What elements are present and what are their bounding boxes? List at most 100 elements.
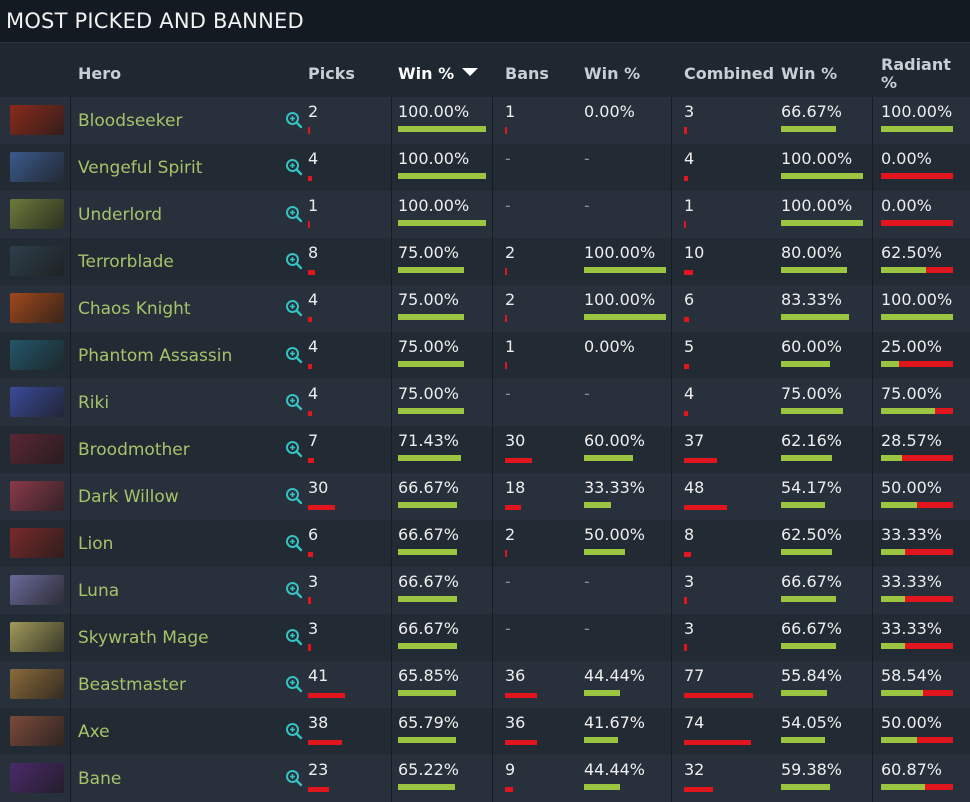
win-bar — [398, 455, 461, 461]
radiant-rate-value: 50.00% — [881, 478, 943, 497]
hero-name-link[interactable]: Phantom Assassin — [78, 346, 233, 366]
hero-portrait[interactable] — [10, 105, 64, 135]
col-combined[interactable]: Combined — [684, 64, 775, 83]
radiant-bar-bg — [881, 643, 953, 649]
table-row: Broodmother 7 71.43% 30 60.00% 37 62.16% 28.57% — [0, 426, 970, 473]
hero-name-link[interactable]: Bloodseeker — [78, 111, 183, 131]
picks-value: 30 — [308, 478, 329, 497]
table-row: Axe 38 65.79% 36 41.67% 74 54.05% 50.00% — [0, 708, 970, 755]
zoom-in-icon[interactable] — [285, 487, 303, 505]
zoom-in-icon[interactable] — [285, 205, 303, 223]
hero-portrait[interactable] — [10, 246, 64, 276]
column-divider — [492, 567, 493, 614]
hero-name-link[interactable]: Terrorblade — [78, 252, 174, 272]
zoom-in-icon[interactable] — [285, 299, 303, 317]
picks-value: 41 — [308, 666, 329, 685]
table-row: Underlord 1 100.00% - - 1 100.00% 0.00% — [0, 191, 970, 238]
col-radiant[interactable]: Radiant% — [881, 56, 951, 92]
hero-name-link[interactable]: Riki — [78, 393, 110, 413]
zoom-in-icon[interactable] — [285, 675, 303, 693]
radiant-rate-value: 100.00% — [881, 290, 953, 309]
zoom-in-icon[interactable] — [285, 581, 303, 599]
hero-name-link[interactable]: Skywrath Mage — [78, 628, 209, 648]
hero-name-link[interactable]: Chaos Knight — [78, 299, 191, 319]
hero-portrait[interactable] — [10, 763, 64, 793]
column-divider — [492, 379, 493, 426]
zoom-in-icon[interactable] — [285, 252, 303, 270]
win-bar — [398, 173, 486, 179]
col-hero[interactable]: Hero — [78, 64, 122, 83]
combined-value: 4 — [684, 149, 695, 168]
zoom-in-icon[interactable] — [285, 440, 303, 458]
column-divider — [492, 520, 493, 567]
column-divider — [671, 567, 672, 614]
hero-name-link[interactable]: Underlord — [78, 205, 163, 225]
column-divider — [391, 520, 392, 567]
hero-portrait[interactable] — [10, 669, 64, 699]
col-bans[interactable]: Bans — [505, 64, 549, 83]
col-win-label: Win % — [398, 64, 455, 83]
col-radiant-line1: Radiant — [881, 55, 951, 74]
count-bar — [684, 127, 687, 134]
hero-name-link[interactable]: Dark Willow — [78, 487, 179, 507]
hero-name-link[interactable]: Lion — [78, 534, 114, 554]
zoom-in-icon[interactable] — [285, 158, 303, 176]
zoom-in-icon[interactable] — [285, 722, 303, 740]
win-bar — [584, 549, 625, 555]
hero-portrait[interactable] — [10, 293, 64, 323]
zoom-in-icon[interactable] — [285, 111, 303, 129]
hero-name-link[interactable]: Vengeful Spirit — [78, 158, 203, 178]
combined-value: 77 — [684, 666, 705, 685]
win-bar — [781, 455, 832, 461]
column-divider — [872, 238, 873, 285]
count-bar — [684, 317, 689, 322]
column-divider — [872, 708, 873, 755]
col-ban-win[interactable]: Win % — [584, 64, 641, 83]
picks-value: 23 — [308, 760, 329, 779]
hero-portrait[interactable] — [10, 528, 64, 558]
col-win[interactable]: Win % — [398, 64, 479, 83]
zoom-in-icon[interactable] — [285, 346, 303, 364]
hero-name-link[interactable]: Broodmother — [78, 440, 190, 460]
hero-portrait[interactable] — [10, 622, 64, 652]
hero-name-link[interactable]: Beastmaster — [78, 675, 187, 695]
column-divider — [391, 614, 392, 661]
zoom-in-icon[interactable] — [285, 628, 303, 646]
hero-portrait[interactable] — [10, 575, 64, 605]
hero-portrait[interactable] — [10, 199, 64, 229]
ban-win-rate-value: 50.00% — [584, 525, 646, 544]
hero-portrait[interactable] — [10, 481, 64, 511]
col-combined-win[interactable]: Win % — [781, 64, 838, 83]
win-bar — [398, 596, 457, 602]
bans-value: - — [505, 384, 511, 403]
column-divider — [872, 97, 873, 144]
hero-name-link[interactable]: Axe — [78, 722, 110, 742]
zoom-in-icon[interactable] — [285, 769, 303, 787]
hero-name-link[interactable]: Luna — [78, 581, 120, 601]
win-bar — [781, 784, 830, 790]
zoom-in-icon[interactable] — [285, 534, 303, 552]
hero-portrait[interactable] — [10, 152, 64, 182]
sort-desc-icon — [462, 68, 479, 76]
radiant-rate-value: 0.00% — [881, 149, 932, 168]
column-divider — [391, 144, 392, 191]
hero-portrait[interactable] — [10, 340, 64, 370]
column-divider — [70, 379, 71, 426]
table-row: Dark Willow 30 66.67% 18 33.33% 48 54.17% 50.00… — [0, 473, 970, 520]
combined-win-rate-value: 80.00% — [781, 243, 843, 262]
column-divider — [70, 285, 71, 332]
zoom-in-icon[interactable] — [285, 393, 303, 411]
picks-value: 7 — [308, 431, 319, 450]
bans-value: 30 — [505, 431, 526, 450]
radiant-bar-bg — [881, 220, 953, 226]
column-divider — [70, 97, 71, 144]
win-rate-value: 66.67% — [398, 572, 460, 591]
radiant-rate-value: 33.33% — [881, 525, 943, 544]
col-picks[interactable]: Picks — [308, 64, 355, 83]
hero-name-link[interactable]: Bane — [78, 769, 122, 789]
win-bar — [881, 549, 905, 555]
hero-portrait[interactable] — [10, 434, 64, 464]
hero-portrait[interactable] — [10, 387, 64, 417]
hero-portrait[interactable] — [10, 716, 64, 746]
win-bar — [398, 784, 455, 790]
